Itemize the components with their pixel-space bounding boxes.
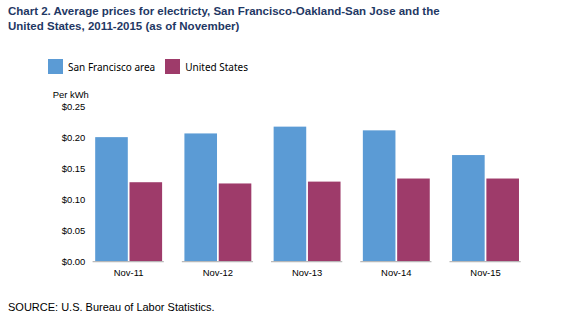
html-text:SOURCE: U.S. Bureau of Labor S: SOURCE: U.S. Bureau of Labor Statistics.	[8, 300, 215, 313]
html-text:United States: United States	[185, 59, 248, 74]
svg-text:$0.25: $0.25	[62, 101, 86, 112]
svg-text:Per kWh: Per kWh	[53, 89, 89, 100]
svg-text:Nov-13: Nov-13	[292, 267, 322, 278]
svg-text:$0.05: $0.05	[62, 225, 86, 236]
html-text:San Francisco area: San Francisco area	[68, 59, 156, 74]
svg-text:$0.15: $0.15	[62, 163, 86, 174]
svg-text:Nov-15: Nov-15	[470, 267, 500, 278]
svg-text:Nov-12: Nov-12	[203, 267, 233, 278]
svg-text:Nov-14: Nov-14	[381, 267, 411, 278]
svg-text:$0.00: $0.00	[62, 256, 86, 267]
svg-text:$0.10: $0.10	[62, 194, 86, 205]
html-text:United States, 2011-2015 (as o: United States, 2011-2015 (as of November…	[8, 20, 240, 32]
svg-text:$0.20: $0.20	[62, 132, 86, 143]
svg-text:Nov-11: Nov-11	[114, 267, 144, 278]
html-text:Chart 2. Average prices for el: Chart 2. Average prices for electricty, …	[8, 5, 440, 17]
